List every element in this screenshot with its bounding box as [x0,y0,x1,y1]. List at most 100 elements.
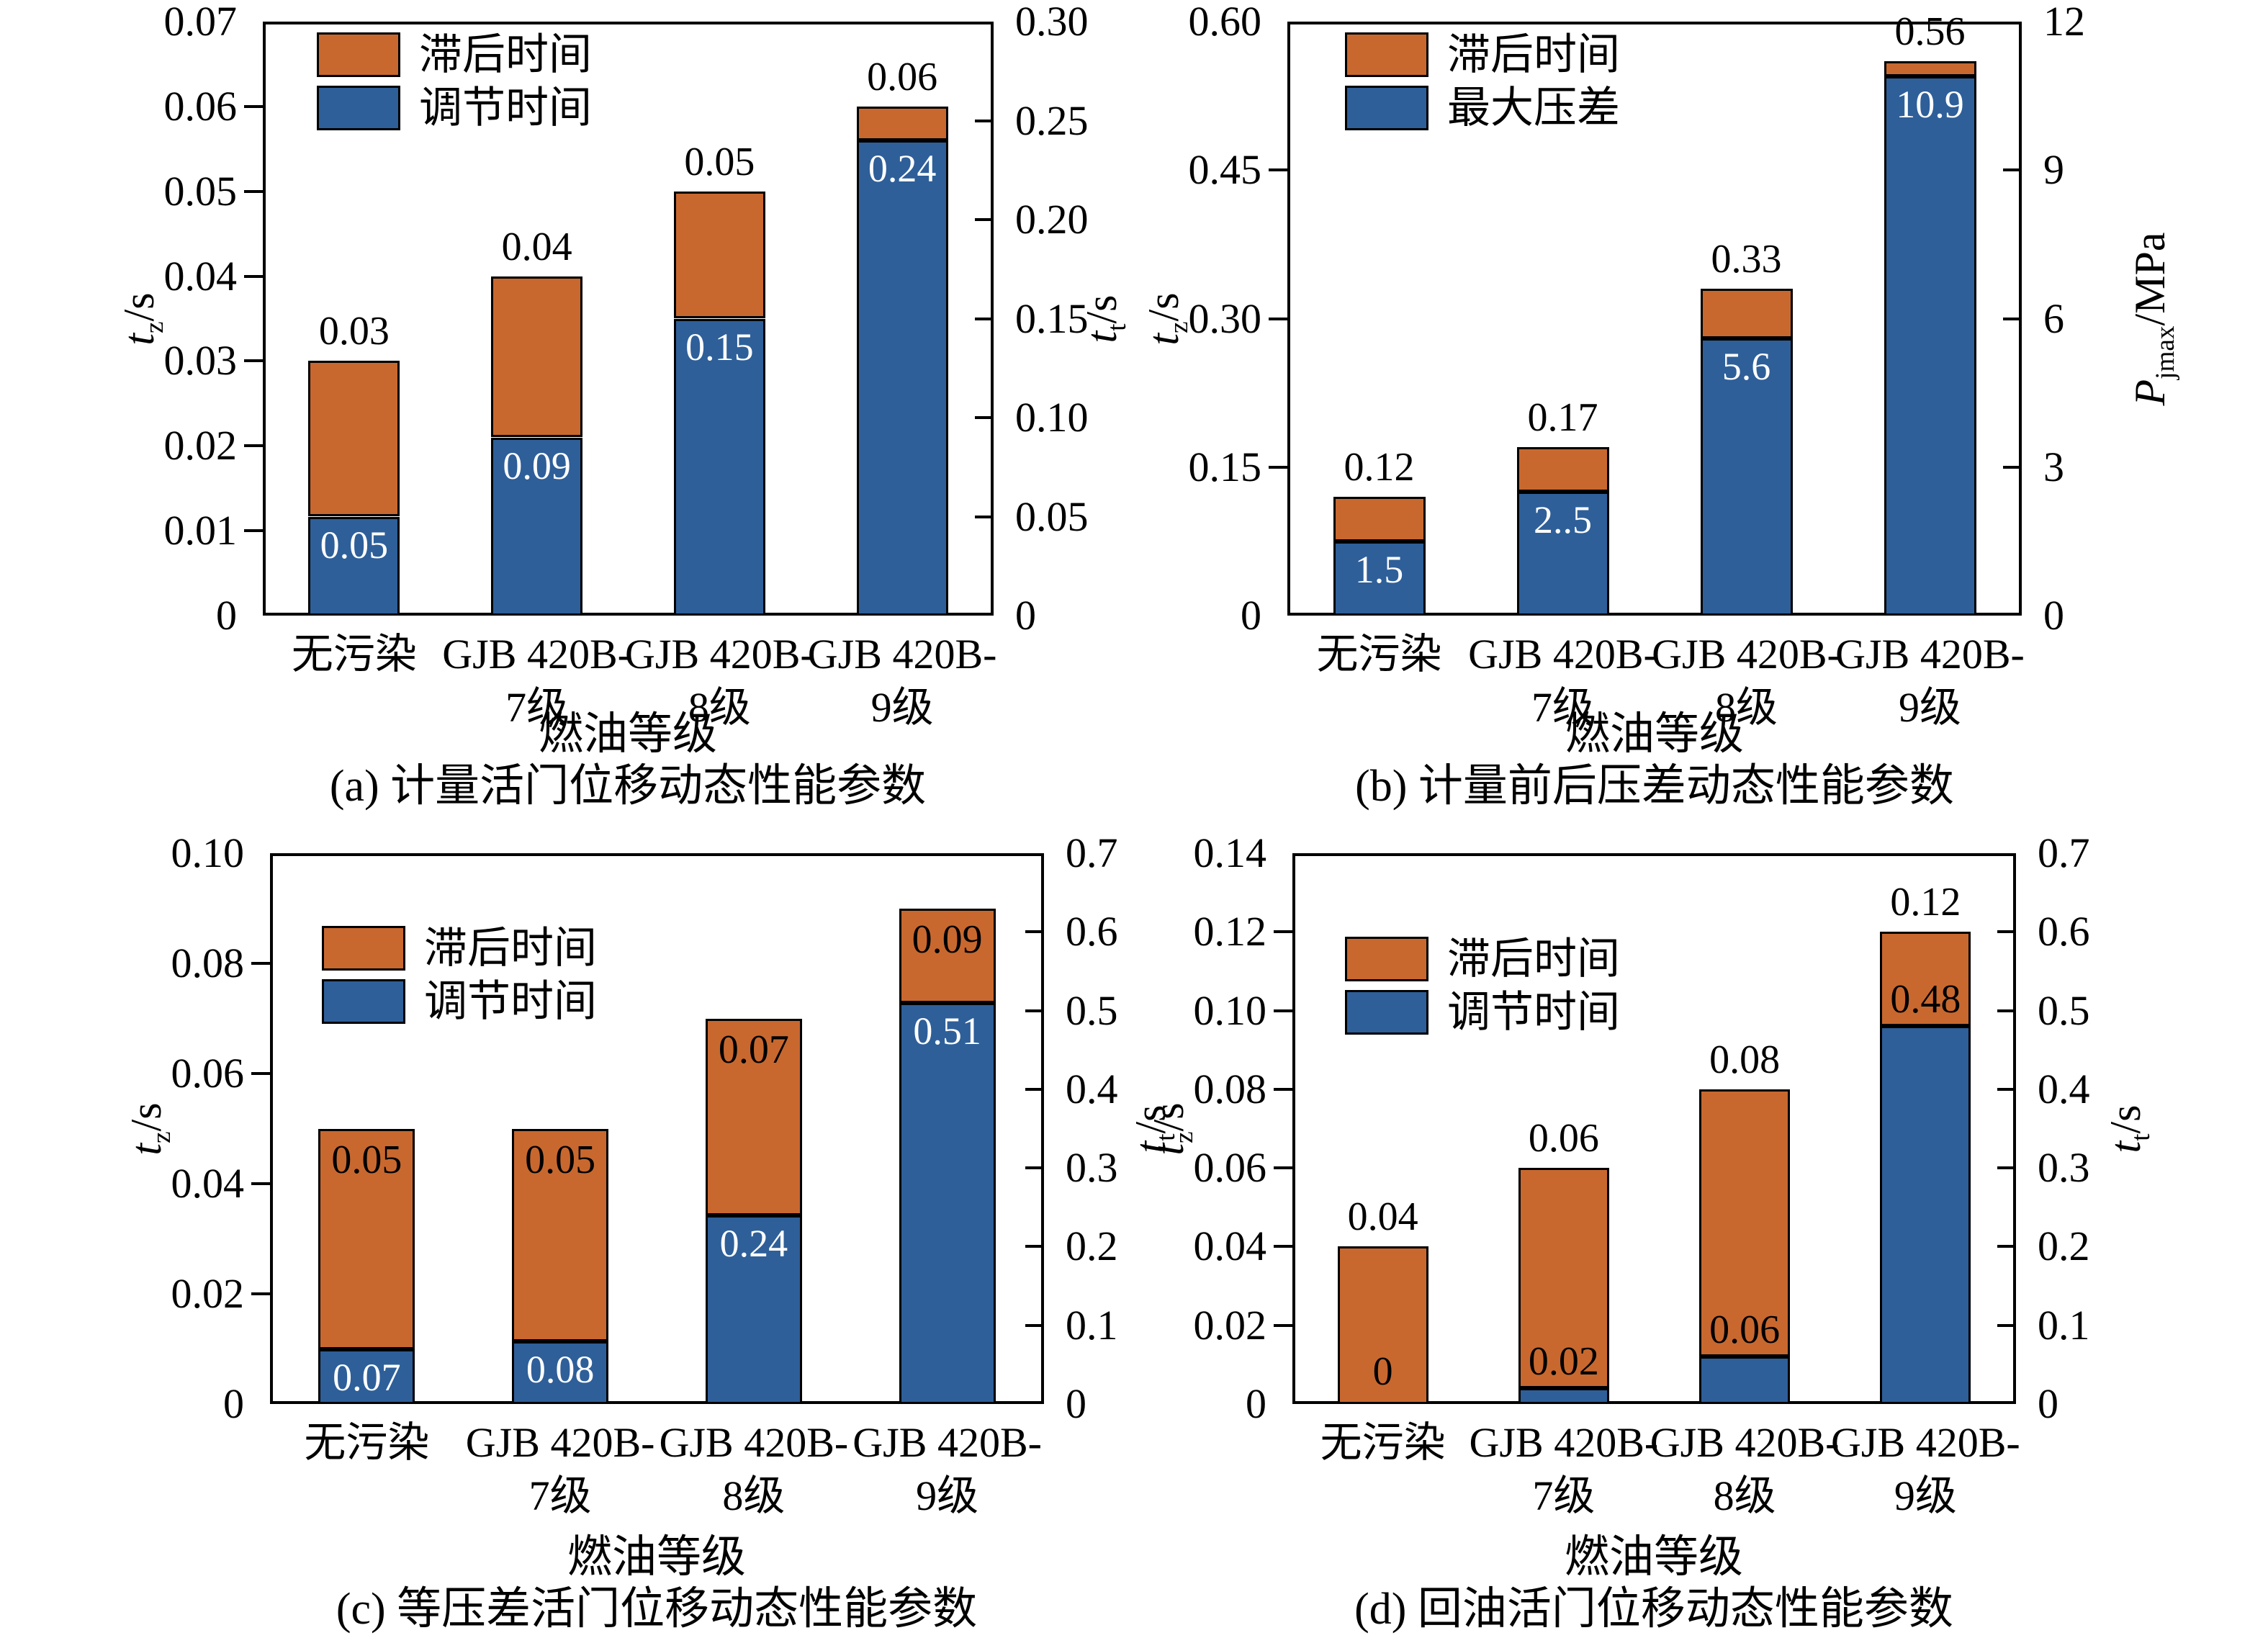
bar-segment-inner [1333,541,1426,616]
y-tick-mark-right [1997,1087,2016,1091]
y-tick-label-right: 3 [2043,443,2064,490]
y-tick-label-right: 0.2 [2038,1223,2090,1270]
y-tick-mark-left [244,444,263,448]
value-label-inner: 0.08 [526,1347,595,1391]
value-label-inner: 0.05 [320,523,389,567]
legend-swatch-blue [1345,86,1428,130]
y-tick-label-left: 0.08 [1193,1065,1267,1112]
y-tick-label-left: 0.02 [1193,1301,1267,1349]
y-tick-mark-left [244,104,263,108]
bar-segment-inner [1516,492,1609,616]
legend-row: 滞后时间 [317,32,592,78]
y-tick-label-right: 0.7 [1066,829,1118,876]
y-tick-mark-left [244,529,263,533]
bar-segment-lag [1516,447,1609,492]
y-tick-mark-left [251,1292,270,1295]
caption-b: (b) 计量前后压差动态性能参数 [1355,762,1954,811]
legend-row: 滞后时间 [322,925,597,971]
x-axis-title-c: 燃油等级 [567,1533,746,1582]
y-axis-title-right: tt/s [2102,1104,2156,1153]
legend-label: 滞后时间 [1447,935,1620,983]
x-category-label: 8级 [688,684,751,731]
value-label-inner: 1.5 [1354,547,1404,591]
x-category-label: GJB 420B- [465,1419,655,1466]
y-tick-label-right: 0.5 [2038,986,2090,1034]
x-category-label: 8级 [1713,1472,1776,1519]
x-axis-title-a: 燃油等级 [538,710,717,759]
x-category-label: 9级 [916,1472,979,1519]
legend: 滞后时间 最大压差 [1345,32,1620,131]
y-tick-mark-right [2003,317,2022,320]
value-label-inner: 10.9 [1896,82,1964,126]
bar-segment-inner [308,516,400,616]
value-label-total: 0.03 [318,309,390,354]
y-tick-label-right: 6 [2043,294,2064,342]
y-tick-mark-right [1997,1009,2016,1012]
y-tick-label-left: 0.15 [1188,443,1262,490]
value-label-inner: 0.51 [913,1009,981,1053]
bar-segment-inner [1700,338,1793,616]
y-tick-mark-right [1025,1245,1044,1248]
x-category-label: 无污染 [1316,631,1442,678]
x-category-label: 7级 [505,684,569,731]
y-tick-mark-right [975,416,994,419]
y-tick-mark-left [244,189,263,193]
y-tick-label-left: 0.14 [1193,829,1267,876]
y-tick-label-left: 0.10 [171,829,245,876]
y-tick-mark-right [1025,1009,1044,1012]
y-tick-label-right: 0.5 [1066,986,1118,1034]
value-label-total: 0.12 [1890,880,1961,925]
y-tick-label-right: 0.6 [1066,908,1118,955]
caption-d: (d) 回油活门位移动态性能参数 [1354,1585,1953,1634]
legend-swatch-orange [1345,32,1428,77]
legend: 滞后时间调节时间 [1345,936,1620,1035]
y-tick-label-right: 0.05 [1015,492,1089,540]
y-tick-label-left: 0 [223,1380,244,1427]
legend-swatch-blue [1345,990,1428,1035]
bar-segment-lag [1884,61,1976,76]
legend-label: 调节时间 [424,978,597,1025]
y-tick-label-right: 0.2 [1066,1223,1118,1270]
legend-row: 调节时间 [1345,989,1620,1035]
legend-swatch-orange [317,32,400,77]
y-tick-mark-right [2003,168,2022,172]
y-tick-label-right: 0.30 [1015,0,1089,45]
value-label-total: 0.56 [1894,9,1966,54]
y-tick-label-right: 0 [1066,1380,1086,1427]
x-category-label: 8级 [722,1472,786,1519]
y-tick-label-left: 0.04 [1193,1223,1267,1270]
value-label-total: 0.04 [1347,1194,1418,1240]
legend-label: 最大压差 [1447,84,1620,132]
value-label-total: 0.05 [331,1137,402,1182]
y-tick-label-right: 0.3 [1066,1144,1118,1192]
value-label-inner: 0.15 [685,325,754,369]
x-category-label: 9级 [870,684,934,731]
bar-segment-lag [1880,932,1971,1027]
bar-segment-lag [1333,497,1426,541]
legend-row: 调节时间 [317,85,592,131]
legend-swatch-orange [1345,937,1428,981]
legend-swatch-orange [322,926,405,971]
y-tick-label-left: 0.05 [163,167,238,215]
value-label-total: 0.05 [525,1137,596,1182]
legend-swatch-blue [317,86,400,130]
x-category-label: GJB 420B- [1652,631,1841,678]
y-tick-mark-left [251,1182,270,1185]
x-category-label: 9级 [1894,1472,1957,1519]
y-tick-label-left: 0.06 [171,1050,245,1097]
bar-segment-inner [512,1341,609,1404]
bar-segment-lag [1700,289,1793,338]
x-category-label: 7级 [1532,1472,1596,1519]
y-tick-mark-left [1269,317,1287,320]
legend-row: 最大压差 [1345,85,1620,131]
y-tick-label-left: 0.30 [1188,294,1262,342]
y-tick-mark-right [1997,1323,2016,1327]
y-tick-label-right: 0 [2038,1380,2058,1427]
y-tick-mark-right [2003,465,2022,469]
y-tick-mark-left [1274,1087,1292,1091]
bar-segment-inner [1518,1388,1609,1404]
y-tick-mark-left [244,274,263,278]
y-tick-label-left: 0 [216,592,237,639]
